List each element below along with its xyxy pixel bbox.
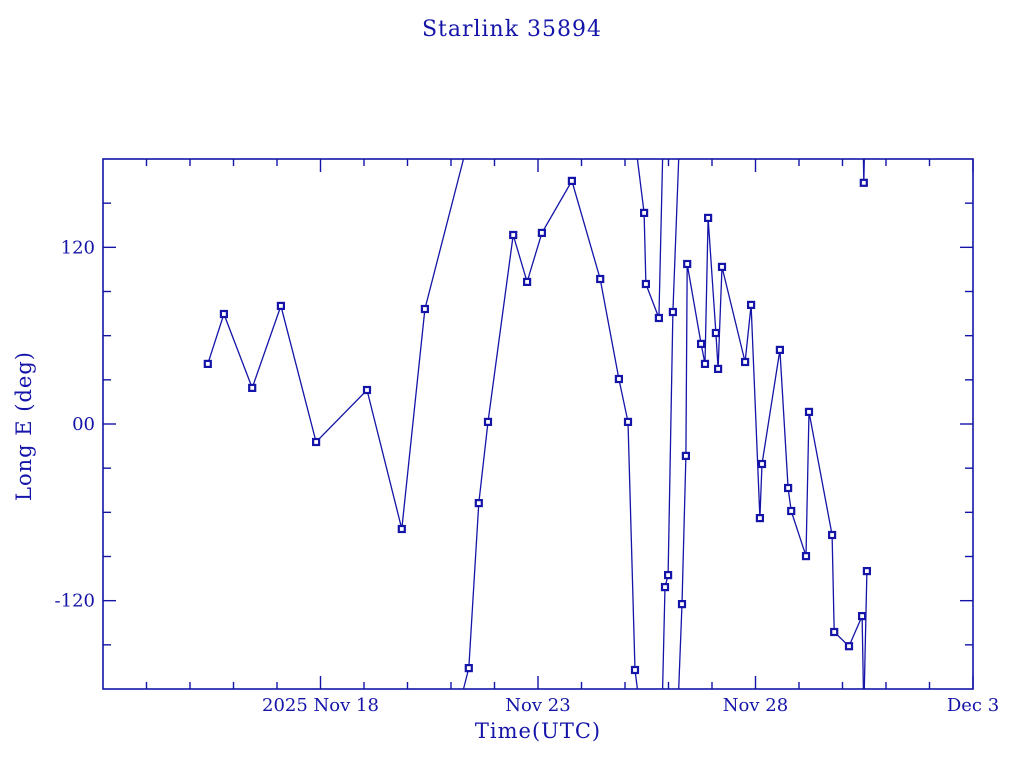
data-point-marker [857, 611, 867, 621]
data-point-marker [623, 417, 633, 426]
data-point-marker [746, 300, 756, 309]
data-point-marker [683, 259, 692, 269]
data-point-marker [775, 345, 785, 354]
data-point-marker [862, 566, 872, 576]
data-point-marker [654, 313, 664, 323]
data-point-marker [713, 364, 723, 373]
plot-frame [102, 158, 974, 690]
data-point-marker [830, 627, 839, 637]
x-tick-label: Dec 3 [947, 695, 999, 716]
data-point-marker [630, 665, 640, 675]
data-point-marker [312, 437, 321, 447]
data-point-marker [755, 513, 765, 523]
series-line-segment [462, 179, 639, 690]
data-point-marker [783, 483, 793, 493]
data-point-marker [522, 277, 532, 286]
series-line-segment [863, 571, 868, 690]
data-point-marker [663, 570, 673, 580]
data-point-marker [567, 176, 577, 185]
data-point-marker [464, 663, 473, 673]
y-tick-label: 00 [72, 414, 95, 435]
data-point-marker [474, 499, 483, 508]
data-point-marker [804, 407, 814, 416]
data-point-marker [696, 339, 706, 348]
data-point-marker [827, 530, 837, 540]
data-point-marker [420, 304, 429, 314]
data-point-marker [248, 383, 257, 392]
data-point-marker [397, 524, 406, 534]
y-tick-label: -120 [55, 591, 95, 612]
chart-title: Starlink 35894 [421, 17, 603, 42]
data-point-marker [757, 459, 767, 469]
data-point-marker [859, 178, 868, 187]
x-axis: 2025 Nov 18 Nov 23 Nov 28 Dec 3 [145, 159, 999, 716]
data-point-marker [844, 642, 854, 651]
x-tick-label: Nov 23 [505, 695, 570, 716]
data-point-marker [639, 208, 649, 217]
x-axis-title: Time(UTC) [474, 719, 602, 743]
series-line-segment [636, 158, 664, 319]
series-line-segment [207, 158, 465, 530]
data-point-marker [700, 359, 710, 368]
data-point-marker [668, 307, 678, 317]
data-point-marker [219, 309, 228, 319]
data-point-marker [276, 301, 285, 310]
data-point-marker [801, 551, 811, 561]
data-point-marker [362, 385, 372, 395]
x-tick-label: Nov 28 [723, 695, 788, 716]
data-point-marker [614, 374, 624, 384]
data-point-marker [711, 328, 721, 338]
data-point-marker [681, 451, 691, 460]
data-point-marker [787, 506, 796, 516]
y-axis: 120 00 -120 [55, 202, 973, 646]
data-point-marker [660, 582, 670, 592]
data-point-marker [740, 357, 750, 367]
data-series [203, 158, 872, 690]
data-point-marker [717, 262, 727, 271]
series-line-segment [661, 158, 680, 690]
data-point-marker [596, 274, 605, 284]
y-tick-label: 120 [61, 237, 95, 258]
data-point-marker [483, 417, 493, 426]
data-point-marker [641, 279, 651, 289]
series-line-segment [678, 217, 865, 690]
data-point-marker [509, 230, 518, 240]
x-tick-label: 2025 Nov 18 [262, 695, 379, 716]
data-point-marker [703, 213, 713, 222]
data-point-marker [203, 359, 212, 368]
data-point-marker [677, 599, 687, 609]
data-point-marker [537, 228, 547, 237]
